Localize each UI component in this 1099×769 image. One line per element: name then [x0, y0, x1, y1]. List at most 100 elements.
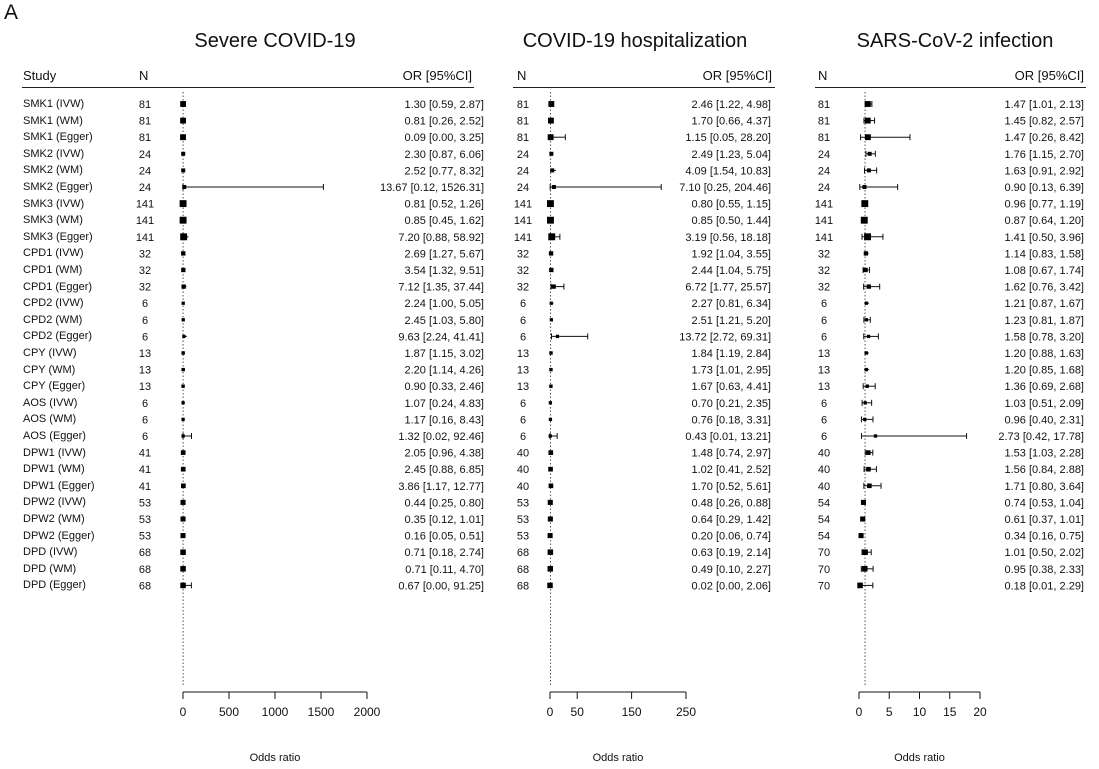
study-label: SMK3 (Egger) — [23, 230, 93, 243]
study-label: SMK1 (WM) — [23, 114, 83, 127]
x-tick-label: 0 — [547, 705, 554, 719]
or-point — [864, 301, 868, 305]
or-ci-label: 3.54 [1.32, 9.51] — [404, 265, 484, 277]
study-label: SMK2 (WM) — [23, 164, 83, 177]
or-ci-label: 7.12 [1.35, 37.44] — [398, 282, 484, 294]
or-point — [863, 251, 869, 256]
n-value: 141 — [514, 215, 532, 227]
or-point — [181, 151, 186, 156]
panel-letter: A — [4, 1, 19, 24]
or-point — [551, 184, 556, 190]
or-point — [181, 318, 185, 322]
n-value: 6 — [821, 414, 827, 426]
column-header-n-hospitalization: N — [517, 68, 527, 83]
n-value: 6 — [142, 298, 148, 310]
or-ci-label: 2.27 [0.81, 6.34] — [691, 298, 771, 310]
or-ci-label: 0.96 [0.77, 1.19] — [1004, 199, 1084, 211]
or-point — [867, 151, 872, 156]
or-point — [555, 334, 560, 339]
or-ci-label: 1.15 [0.05, 28.20] — [685, 132, 771, 144]
or-point — [863, 417, 867, 422]
n-value: 81 — [517, 116, 529, 128]
x-tick-label: 1000 — [262, 705, 289, 719]
or-ci-label: 1.67 [0.63, 4.41] — [691, 381, 771, 393]
or-ci-label: 0.96 [0.40, 2.31] — [1004, 414, 1084, 426]
or-point — [866, 466, 871, 472]
or-point — [549, 301, 553, 305]
or-ci-label: 1.20 [0.88, 1.63] — [1004, 348, 1084, 360]
or-ci-label: 6.72 [1.77, 25.57] — [685, 282, 771, 294]
n-value: 68 — [139, 564, 151, 576]
n-value: 6 — [821, 398, 827, 410]
or-point — [181, 251, 186, 256]
or-ci-label: 2.69 [1.27, 5.67] — [404, 248, 484, 260]
n-value: 32 — [517, 282, 529, 294]
study-label: SMK1 (Egger) — [23, 131, 93, 144]
or-ci-label: 1.87 [1.15, 3.02] — [404, 348, 484, 360]
or-point — [180, 533, 186, 539]
study-label: DPW1 (WM) — [23, 463, 85, 476]
or-ci-label: 0.85 [0.45, 1.62] — [404, 215, 484, 227]
header-rule-infection — [815, 87, 1086, 88]
or-point — [548, 434, 552, 438]
n-value: 6 — [520, 431, 526, 443]
n-value: 41 — [139, 464, 151, 476]
n-value: 41 — [139, 481, 151, 493]
or-ci-label: 0.95 [0.38, 2.33] — [1004, 564, 1084, 576]
or-ci-label: 2.20 [1.14, 4.26] — [404, 365, 484, 377]
x-tick-label: 20 — [973, 705, 987, 719]
or-ci-label: 1.08 [0.67, 1.74] — [1004, 265, 1084, 277]
x-tick-label: 50 — [571, 705, 585, 719]
n-value: 6 — [821, 431, 827, 443]
n-value: 141 — [815, 232, 833, 244]
or-ci-label: 2.05 [0.96, 4.38] — [404, 448, 484, 460]
study-label: CPD1 (IVW) — [23, 247, 84, 260]
study-label: CPD1 (Egger) — [23, 280, 93, 293]
n-value: 70 — [818, 580, 830, 592]
or-ci-label: 0.49 [0.10, 2.27] — [691, 564, 771, 576]
or-point — [549, 267, 554, 273]
or-ci-label: 0.81 [0.26, 2.52] — [404, 116, 484, 128]
header-rule-severe — [22, 87, 474, 88]
or-ci-label: 2.24 [1.00, 5.05] — [404, 298, 484, 310]
or-ci-label: 7.10 [0.25, 204.46] — [679, 182, 771, 194]
or-point — [865, 450, 871, 455]
n-value: 32 — [818, 282, 830, 294]
x-tick-label: 150 — [622, 705, 642, 719]
or-ci-label: 1.71 [0.80, 3.64] — [1004, 481, 1084, 493]
n-value: 81 — [818, 116, 830, 128]
study-label: SMK2 (Egger) — [23, 181, 93, 193]
or-point — [861, 566, 868, 572]
study-label: AOS (Egger) — [23, 430, 86, 442]
or-ci-label: 0.61 [0.37, 1.01] — [1004, 514, 1084, 526]
n-value: 6 — [520, 414, 526, 426]
or-ci-label: 1.45 [0.82, 2.57] — [1004, 116, 1084, 128]
x-axis-label: Odds ratio — [250, 752, 301, 764]
or-ci-label: 1.58 [0.78, 3.20] — [1004, 331, 1084, 343]
or-point — [180, 582, 186, 589]
x-tick-label: 0 — [180, 705, 187, 719]
n-value: 6 — [520, 331, 526, 343]
or-ci-label: 7.20 [0.88, 58.92] — [398, 232, 484, 244]
or-ci-label: 2.44 [1.04, 5.75] — [691, 265, 771, 277]
n-value: 13 — [818, 365, 830, 377]
or-point — [860, 499, 867, 505]
or-ci-label: 0.35 [0.12, 1.01] — [404, 514, 484, 526]
or-point — [182, 334, 186, 339]
or-point — [863, 267, 868, 273]
column-header-n-severe: N — [139, 68, 149, 83]
or-ci-label: 2.45 [0.88, 6.85] — [404, 464, 484, 476]
or-point — [180, 499, 186, 505]
or-point — [864, 233, 871, 241]
n-value: 68 — [139, 547, 151, 559]
or-point — [181, 351, 185, 355]
study-label: DPD (Egger) — [23, 579, 86, 592]
n-value: 24 — [818, 149, 830, 161]
x-tick-label: 10 — [913, 705, 927, 719]
or-ci-label: 0.20 [0.06, 0.74] — [691, 531, 771, 543]
or-point — [548, 401, 553, 405]
or-ci-label: 1.32 [0.02, 92.46] — [398, 431, 484, 443]
or-ci-label: 0.74 [0.53, 1.04] — [1004, 497, 1084, 509]
study-label: SMK2 (IVW) — [23, 147, 85, 160]
or-ci-label: 4.09 [1.54, 10.83] — [685, 165, 771, 177]
